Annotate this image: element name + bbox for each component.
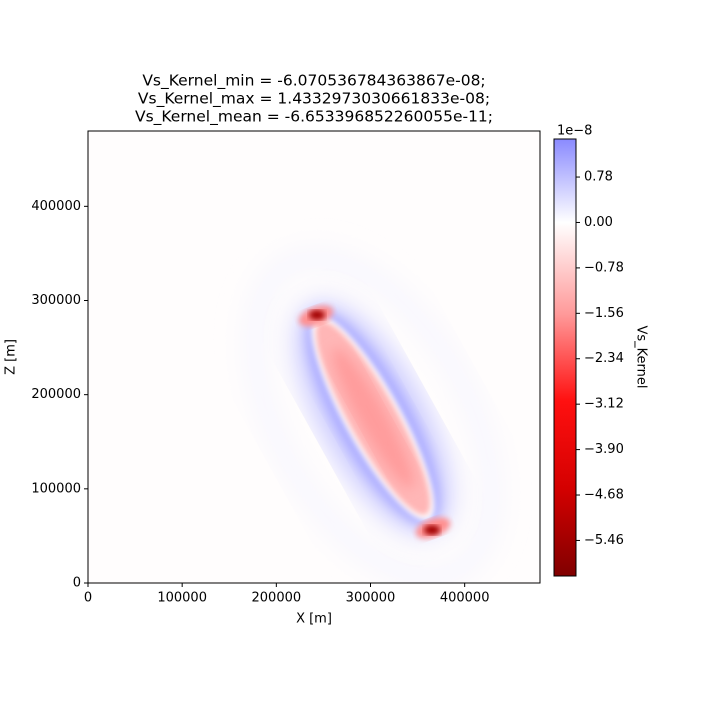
x-tick-label: 400000 [440,591,490,606]
colorbar-tick-label: −5.46 [584,533,624,548]
x-axis-label: X [m] [296,612,332,627]
colorbar-tick-label: −4.68 [584,488,624,503]
y-tick-label: 400000 [31,199,81,214]
kernel-field [88,131,540,583]
colorbar-tick-label: −0.78 [584,260,624,275]
y-tick-label: 0 [73,576,81,591]
colorbar-tick-label: −3.90 [584,442,624,457]
colorbar-tick-label: 0.00 [584,215,613,230]
y-tick-label: 300000 [31,293,81,308]
colorbar-label: Vs_Kernel [634,325,649,388]
title-line: Vs_Kernel_min = -6.070536784363867e-08; [142,72,485,91]
colorbar-offset: 1e−8 [557,124,592,139]
colorbar-tick-label: 0.78 [584,170,613,185]
y-axis-label: Z [m] [4,339,19,375]
y-tick-label: 200000 [31,387,81,402]
colorbar-tick-label: −2.34 [584,351,624,366]
title-line: Vs_Kernel_max = 1.4332973030661833e-08; [138,90,490,109]
x-tick-label: 300000 [346,591,396,606]
y-tick-label: 100000 [31,481,81,496]
colorbar [553,138,577,577]
plot-frame [87,130,541,584]
colorbar-tick-label: −3.12 [584,397,624,412]
x-tick-label: 0 [84,591,92,606]
title-line: Vs_Kernel_mean = -6.653396852260055e-11; [135,108,493,127]
x-tick-label: 100000 [157,591,207,606]
x-tick-label: 200000 [252,591,302,606]
colorbar-tick-label: −1.56 [584,306,624,321]
